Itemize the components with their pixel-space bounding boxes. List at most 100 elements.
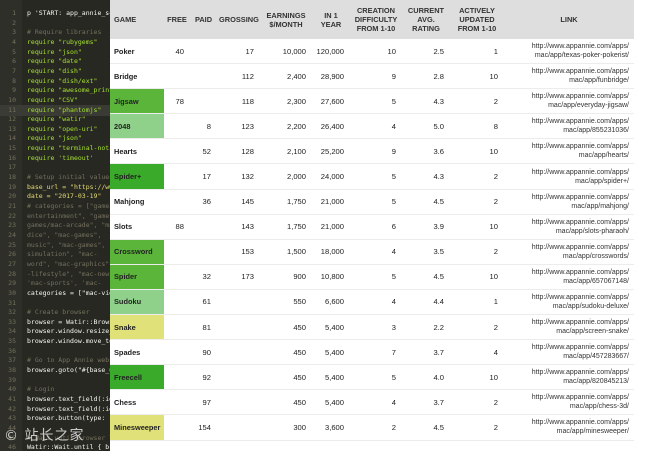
code-line[interactable]: 14 require "json": [0, 133, 124, 144]
cell-link[interactable]: http://www.appannie.com/apps/mac/app/hea…: [504, 138, 634, 165]
link-line-1[interactable]: http://www.appannie.com/apps/: [531, 143, 629, 151]
code-line[interactable]: 30 categories = ["mac-video"]: [0, 288, 124, 299]
cell-link[interactable]: http://www.appannie.com/apps/mac/app/cro…: [504, 239, 634, 265]
cell-link[interactable]: http://www.appannie.com/apps/mac/app/fun…: [504, 63, 634, 90]
code-line[interactable]: 4 require "rubygems": [0, 37, 124, 48]
code-line[interactable]: 13 require "open-uri": [0, 124, 124, 135]
column-header-game: GAME: [110, 0, 164, 39]
cell-link[interactable]: http://www.appannie.com/apps/mac/app/scr…: [504, 314, 634, 341]
code-line[interactable]: 11 require "phantomjs": [0, 104, 124, 116]
link-line-2[interactable]: mac/app/657067148/: [563, 277, 629, 285]
code-line[interactable]: 27 word", "mac-graphics",: [0, 259, 124, 270]
link-line-2[interactable]: mac/app/chess-3d/: [569, 403, 629, 411]
cell-in-1-year: 120,000: [312, 39, 350, 65]
code-line[interactable]: 5 require "json": [0, 47, 124, 58]
link-line-2[interactable]: mac/app/minesweeper/: [556, 428, 629, 436]
cell-link[interactable]: http://www.appannie.com/apps/mac/app/slo…: [504, 214, 634, 240]
code-line[interactable]: 15 require "terminal-notifier": [0, 143, 124, 154]
link-line-2[interactable]: mac/app/sudoku-deluxe/: [552, 302, 629, 310]
link-line-2[interactable]: mac/app/855231036/: [563, 127, 629, 135]
link-line-2[interactable]: mac/app/slots-pharaoh/: [555, 227, 629, 235]
cell-link[interactable]: http://www.appannie.com/apps/mac/app/657…: [504, 264, 634, 290]
code-line[interactable]: 34 browser.window.resize_to: [0, 326, 124, 337]
link-line-1[interactable]: http://www.appannie.com/apps/: [531, 394, 629, 402]
code-line[interactable]: 23 games/mac-arcade", "mac-: [0, 220, 124, 231]
link-line-1[interactable]: http://www.appannie.com/apps/: [531, 344, 629, 352]
code-line[interactable]: 22 entertainment", "games",: [0, 211, 124, 222]
cell-link[interactable]: http://www.appannie.com/apps/mac/app/spi…: [504, 163, 634, 190]
code-line[interactable]: 36: [0, 346, 124, 357]
cell-link[interactable]: http://www.appannie.com/apps/mac/app/tex…: [504, 39, 634, 65]
link-line-2[interactable]: mac/app/crosswords/: [562, 252, 629, 260]
link-line-1[interactable]: http://www.appannie.com/apps/: [531, 293, 629, 301]
cell-link[interactable]: http://www.appannie.com/apps/mac/app/855…: [504, 113, 634, 140]
link-line-2[interactable]: mac/app/screen-snake/: [556, 328, 629, 336]
code-line[interactable]: 17: [0, 162, 124, 173]
cell-link[interactable]: http://www.appannie.com/apps/mac/app/mah…: [504, 189, 634, 215]
code-line[interactable]: 21 # categories = ["games",: [0, 201, 124, 212]
link-line-1[interactable]: http://www.appannie.com/apps/: [531, 43, 629, 51]
code-line[interactable]: 8 require "dish/ext": [0, 76, 124, 87]
code-line[interactable]: 7 require "dish": [0, 66, 124, 77]
link-line-1[interactable]: http://www.appannie.com/apps/: [531, 193, 629, 201]
link-line-2[interactable]: mac/app/funbridge/: [569, 77, 629, 85]
link-line-2[interactable]: mac/app/457283667/: [563, 353, 629, 361]
code-line[interactable]: 29 'mac-sports', 'mac-: [0, 278, 124, 289]
code-line[interactable]: 31: [0, 298, 124, 309]
code-line[interactable]: 28 -lifestyle", "mac-news",: [0, 269, 124, 280]
code-line[interactable]: 9 require "awesome_print": [0, 85, 124, 96]
code-line[interactable]: 45 # Wait until browser loads: [0, 433, 124, 444]
link-line-1[interactable]: http://www.appannie.com/apps/: [531, 319, 629, 327]
code-line[interactable]: 26 simulation", "mac-: [0, 249, 124, 260]
code-line[interactable]: 24 dice", "mac-games",: [0, 230, 124, 241]
link-line-2[interactable]: mac/app/everyday-jigsaw/: [548, 102, 629, 110]
link-line-1[interactable]: http://www.appannie.com/apps/: [531, 218, 629, 226]
cell-game: 2048: [110, 113, 164, 140]
link-line-2[interactable]: mac/app/820845213/: [563, 378, 629, 386]
code-editor[interactable]: 1 p 'START: app_annie_scrape' 2 3 # Require …: [0, 0, 124, 451]
link-line-1[interactable]: http://www.appannie.com/apps/: [531, 118, 629, 126]
code-line[interactable]: 41 browser.text_field(:id: [0, 394, 124, 405]
link-line-1[interactable]: http://www.appannie.com/apps/: [531, 93, 629, 101]
cell-link[interactable]: http://www.appannie.com/apps/mac/app/che…: [504, 389, 634, 416]
code-line[interactable]: 32 # Create browser: [0, 307, 124, 318]
code-line[interactable]: 42 browser.text_field(:id: [0, 404, 124, 415]
link-line-2[interactable]: mac/app/spider+/: [575, 177, 629, 185]
code-line[interactable]: 33 browser = Watir::Browser.new: [0, 317, 124, 328]
code-line[interactable]: 20 date = "2017-03-19": [0, 191, 124, 202]
code-line[interactable]: 39: [0, 375, 124, 386]
cell-link[interactable]: http://www.appannie.com/apps/mac/app/sud…: [504, 289, 634, 316]
code-line[interactable]: 16 require 'timeout': [0, 153, 124, 164]
link-line-2[interactable]: mac/app/hearts/: [578, 152, 629, 160]
link-line-2[interactable]: mac/app/mahjong/: [571, 202, 629, 210]
code-line[interactable]: 12 require "watir": [0, 114, 124, 125]
code-line[interactable]: 25 music", "mac-games",: [0, 240, 124, 251]
link-line-1[interactable]: http://www.appannie.com/apps/: [531, 68, 629, 76]
link-line-1[interactable]: http://www.appannie.com/apps/: [531, 419, 629, 427]
code-line[interactable]: 35 browser.window.move_to: [0, 336, 124, 347]
code-text: date = "2017-03-19": [27, 192, 102, 201]
code-line[interactable]: 10 require "CSV": [0, 95, 124, 106]
code-line[interactable]: 1 p 'START: app_annie_scrape': [0, 8, 124, 19]
code-line[interactable]: 2: [0, 18, 124, 29]
code-line[interactable]: 43 browser.button(type: 'submit'): [0, 413, 124, 424]
code-line[interactable]: 19 base_url = "https://www.appannie.com": [0, 182, 124, 193]
code-line[interactable]: 37 # Go to App Annie website: [0, 355, 124, 366]
code-line[interactable]: 38 browser.goto("#{base_url}"): [0, 365, 124, 376]
link-line-1[interactable]: http://www.appannie.com/apps/: [531, 168, 629, 176]
cell-link[interactable]: http://www.appannie.com/apps/mac/app/457…: [504, 339, 634, 366]
link-line-1[interactable]: http://www.appannie.com/apps/: [531, 243, 629, 251]
link-line-1[interactable]: http://www.appannie.com/apps/: [531, 369, 629, 377]
cell-link[interactable]: http://www.appannie.com/apps/mac/app/820…: [504, 364, 634, 391]
code-line[interactable]: 3 # Require libraries: [0, 27, 124, 38]
link-line-1[interactable]: http://www.appannie.com/apps/: [531, 268, 629, 276]
cell-link[interactable]: http://www.appannie.com/apps/mac/app/min…: [504, 414, 634, 441]
cell-grossing: [217, 314, 260, 341]
cell-link[interactable]: http://www.appannie.com/apps/mac/app/eve…: [504, 88, 634, 115]
code-line[interactable]: 40 # Login: [0, 384, 124, 395]
link-line-2[interactable]: mac/app/texas-poker-pokerist/: [534, 52, 629, 60]
code-line[interactable]: 46 Watir::Wait.until { brows: [0, 442, 124, 451]
code-line[interactable]: 18 # Setup initial values: [0, 172, 124, 183]
code-line[interactable]: 6 require "date": [0, 56, 124, 67]
code-line[interactable]: 44: [0, 423, 124, 434]
